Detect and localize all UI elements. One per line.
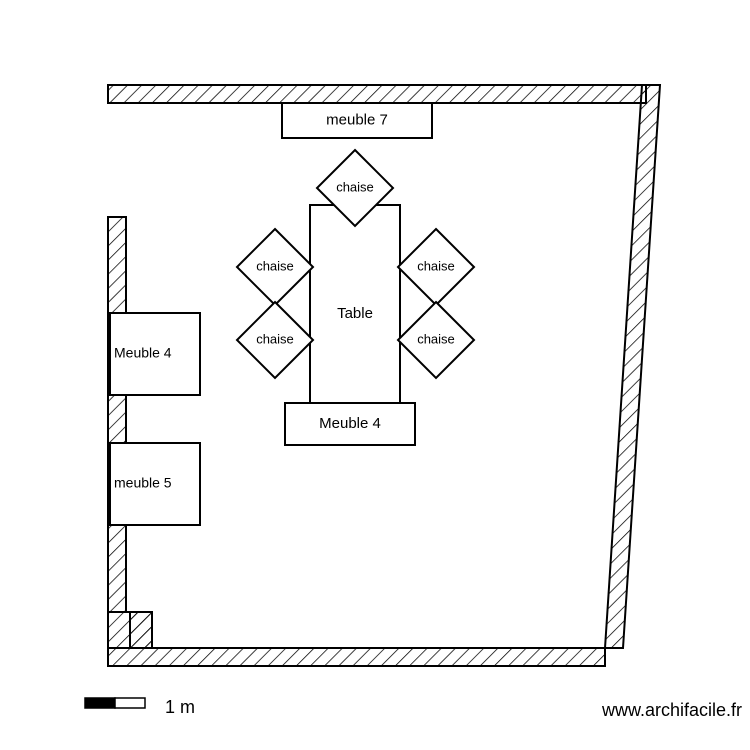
meuble-4a: Meuble 4 [110, 313, 200, 395]
wall-0 [108, 85, 646, 103]
chaise-r2: chaise [398, 302, 474, 378]
chaise-top-label: chaise [336, 179, 374, 194]
watermark: www.archifacile.fr [601, 700, 742, 720]
meuble-7-label: meuble 7 [326, 111, 388, 128]
wall-4 [108, 648, 605, 666]
scale-segment-1 [115, 698, 145, 708]
scale-segment-0 [85, 698, 115, 708]
chaise-r1: chaise [398, 229, 474, 305]
chaise-l1: chaise [237, 229, 313, 305]
meuble-4b-label: Meuble 4 [319, 415, 381, 432]
chaise-l2-label: chaise [256, 331, 294, 346]
meuble-5-label: meuble 5 [114, 475, 172, 491]
wall-5 [605, 85, 660, 648]
table: Table [310, 205, 400, 403]
chaise-l2: chaise [237, 302, 313, 378]
meuble-4a-label: Meuble 4 [114, 345, 172, 361]
chaise-r2-label: chaise [417, 331, 455, 346]
table-label: Table [337, 305, 373, 322]
meuble-5: meuble 5 [110, 443, 200, 525]
meuble-4b: Meuble 4 [285, 403, 415, 445]
scale-label: 1 m [165, 697, 195, 717]
wall-6 [130, 612, 152, 648]
chaise-l1-label: chaise [256, 258, 294, 273]
meuble-7: meuble 7 [282, 103, 432, 138]
chaise-r1-label: chaise [417, 258, 455, 273]
